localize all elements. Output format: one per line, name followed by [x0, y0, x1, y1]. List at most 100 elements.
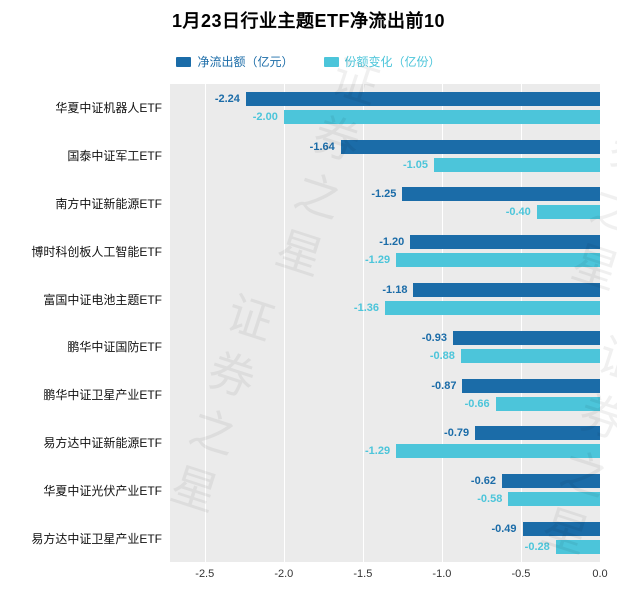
bar-share-change: [495, 396, 600, 411]
category-label: 易方达中证新能源ETF: [43, 435, 162, 450]
category-label: 华夏中证光伏产业ETF: [43, 483, 162, 498]
legend-swatch: [323, 56, 339, 67]
bar-group: -1.36: [170, 301, 600, 316]
legend-item-outflow[interactable]: 净流出额（亿元）: [176, 53, 294, 70]
bar-share-change: [508, 492, 600, 507]
category-label: 富国中证电池主题ETF: [43, 292, 162, 307]
bar-value-label: -1.29: [365, 445, 391, 458]
bar-row: -1.25 -0.40: [170, 180, 600, 228]
bar-row: -1.18 -1.36: [170, 275, 600, 323]
bar-value-label: -1.25: [371, 188, 397, 201]
y-axis-labels: 华夏中证机器人ETF 国泰中证军工ETF 南方中证新能源ETF 博时科创板人工智能ET…: [8, 84, 170, 562]
bar-value-label: -1.64: [309, 140, 335, 153]
category-label: 鹏华中证卫星产业ETF: [43, 388, 162, 403]
bar-group: -0.40: [170, 205, 600, 220]
bar-value-label: -1.20: [379, 236, 405, 249]
bar-row: -2.24 -2.00: [170, 84, 600, 132]
bar-row: -0.49 -0.28: [170, 514, 600, 562]
bar-share-change: [434, 157, 600, 172]
bar-value-label: -1.18: [382, 284, 408, 297]
bar-group: -0.87: [170, 378, 600, 393]
x-tick-label: -1.0: [432, 568, 452, 580]
bar-group: -0.93: [170, 330, 600, 345]
bar-group: -1.18: [170, 283, 600, 298]
bar-outflow: [475, 426, 600, 441]
bar-row: -1.20 -1.29: [170, 227, 600, 275]
bar-group: -1.29: [170, 253, 600, 268]
x-tick-label: -0.5: [511, 568, 531, 580]
bar-value-label: -0.49: [491, 523, 517, 536]
gridline: [520, 84, 522, 562]
category-label: 国泰中证军工ETF: [67, 149, 162, 164]
bar-group: -0.79: [170, 426, 600, 441]
bar-value-label: -0.93: [421, 331, 447, 344]
x-tick-label: -1.5: [353, 568, 373, 580]
bar-share-change: [396, 253, 600, 268]
bar-value-label: -0.79: [444, 427, 470, 440]
bar-outflow: [340, 139, 600, 154]
bar-share-change: [385, 301, 600, 316]
bar-value-label: -0.88: [429, 349, 455, 362]
bar-value-label: -1.05: [402, 158, 429, 171]
bar-value-label: -0.40: [505, 206, 531, 219]
bar-outflow: [462, 378, 600, 393]
bar-outflow: [402, 187, 600, 202]
legend-item-share-change[interactable]: 份额变化（亿份）: [323, 53, 441, 70]
bar-group: -0.66: [170, 396, 600, 411]
bar-row: -1.64 -1.05: [170, 132, 600, 180]
legend: 净流出额（亿元） 份额变化（亿份）: [0, 53, 617, 70]
category-label: 易方达中证卫星产业ETF: [31, 531, 162, 546]
bar-value-label: -1.36: [353, 302, 379, 315]
bar-row: -0.79 -1.29: [170, 419, 600, 467]
bar-value-label: -0.62: [470, 475, 496, 488]
category-label: 华夏中证机器人ETF: [55, 101, 162, 116]
bar-outflow: [502, 474, 600, 489]
gridline: [441, 84, 443, 562]
bar-value-label: -0.66: [464, 397, 490, 410]
bar-group: -1.29: [170, 444, 600, 459]
legend-label: 净流出额（亿元）: [197, 55, 294, 69]
x-tick-label: -2.5: [195, 568, 215, 580]
x-tick-label: -2.0: [274, 568, 294, 580]
bar-group: -0.88: [170, 348, 600, 363]
bar-group: -1.05: [170, 157, 600, 172]
bar-value-label: -1.29: [365, 254, 391, 267]
bar-row: -0.93 -0.88: [170, 323, 600, 371]
chart-title: 1月23日行业主题ETF净流出前10: [171, 11, 446, 31]
category-label: 博时科创板人工智能ETF: [31, 244, 162, 259]
bar-value-label: -2.00: [252, 110, 278, 123]
gridline: [600, 84, 601, 562]
bar-outflow: [245, 91, 600, 106]
gridline: [283, 84, 285, 562]
bar-outflow: [413, 283, 600, 298]
bar-value-label: -0.87: [431, 379, 457, 392]
bar-share-change: [536, 205, 600, 220]
bar-value-label: -0.28: [524, 541, 550, 554]
bar-value-label: -0.58: [477, 493, 503, 506]
bar-share-change: [396, 444, 600, 459]
bar-group: -0.62: [170, 474, 600, 489]
bar-group: -2.24: [170, 91, 600, 106]
gridline: [362, 84, 364, 562]
bar-outflow: [522, 522, 600, 537]
gridline: [204, 84, 206, 562]
category-label: 鹏华中证国防ETF: [67, 340, 162, 355]
bar-share-change: [555, 540, 600, 555]
bar-group: -0.49: [170, 522, 600, 537]
bar-group: -1.64: [170, 139, 600, 154]
x-axis: -2.5 -2.0 -1.5 -1.0 -0.5 0.0: [170, 568, 607, 584]
bar-group: -2.00: [170, 109, 600, 124]
legend-swatch: [176, 56, 192, 67]
x-tick-label: 0.0: [592, 568, 608, 580]
bar-group: -1.20: [170, 235, 600, 250]
plot-area: -2.24 -2.00 -1.64 -1.05 -1.25 -0.40 -1.20 -1.29…: [170, 84, 601, 562]
bar-row: -0.87 -0.66: [170, 371, 600, 419]
bar-row: -0.62 -0.58: [170, 466, 600, 514]
legend-label: 份额变化（亿份）: [344, 55, 441, 69]
bar-outflow: [452, 330, 600, 345]
bar-group: -0.58: [170, 492, 600, 507]
chart-area: 华夏中证机器人ETF 国泰中证军工ETF 南方中证新能源ETF 博时科创板人工智能ET…: [8, 84, 601, 562]
bar-value-label: -2.24: [214, 92, 240, 105]
bar-group: -0.28: [170, 540, 600, 555]
